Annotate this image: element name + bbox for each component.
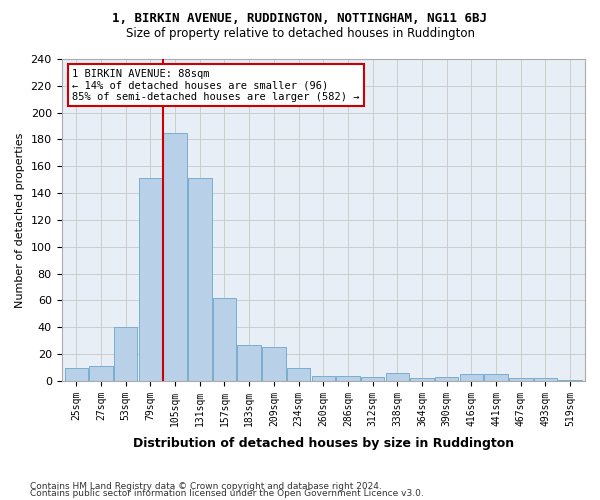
Bar	[139, 178, 162, 381]
X-axis label: Distribution of detached houses by size in Ruddington: Distribution of detached houses by size …	[133, 437, 514, 450]
Bar	[262, 348, 286, 381]
Bar	[188, 178, 212, 381]
Bar	[89, 366, 113, 381]
Bar	[361, 377, 385, 381]
Bar	[65, 368, 88, 381]
Bar	[336, 376, 359, 381]
Bar	[559, 380, 582, 381]
Bar	[534, 378, 557, 381]
Bar	[509, 378, 533, 381]
Bar	[213, 298, 236, 381]
Text: 1 BIRKIN AVENUE: 88sqm
← 14% of detached houses are smaller (96)
85% of semi-det: 1 BIRKIN AVENUE: 88sqm ← 14% of detached…	[72, 68, 359, 102]
Bar	[311, 376, 335, 381]
Bar	[386, 373, 409, 381]
Bar	[435, 377, 458, 381]
Y-axis label: Number of detached properties: Number of detached properties	[15, 132, 25, 308]
Text: Size of property relative to detached houses in Ruddington: Size of property relative to detached ho…	[125, 28, 475, 40]
Text: 1, BIRKIN AVENUE, RUDDINGTON, NOTTINGHAM, NG11 6BJ: 1, BIRKIN AVENUE, RUDDINGTON, NOTTINGHAM…	[113, 12, 487, 26]
Text: Contains HM Land Registry data © Crown copyright and database right 2024.: Contains HM Land Registry data © Crown c…	[30, 482, 382, 491]
Text: Contains public sector information licensed under the Open Government Licence v3: Contains public sector information licen…	[30, 489, 424, 498]
Bar	[460, 374, 483, 381]
Bar	[238, 344, 261, 381]
Bar	[114, 328, 137, 381]
Bar	[410, 378, 434, 381]
Bar	[163, 133, 187, 381]
Bar	[484, 374, 508, 381]
Bar	[287, 368, 310, 381]
